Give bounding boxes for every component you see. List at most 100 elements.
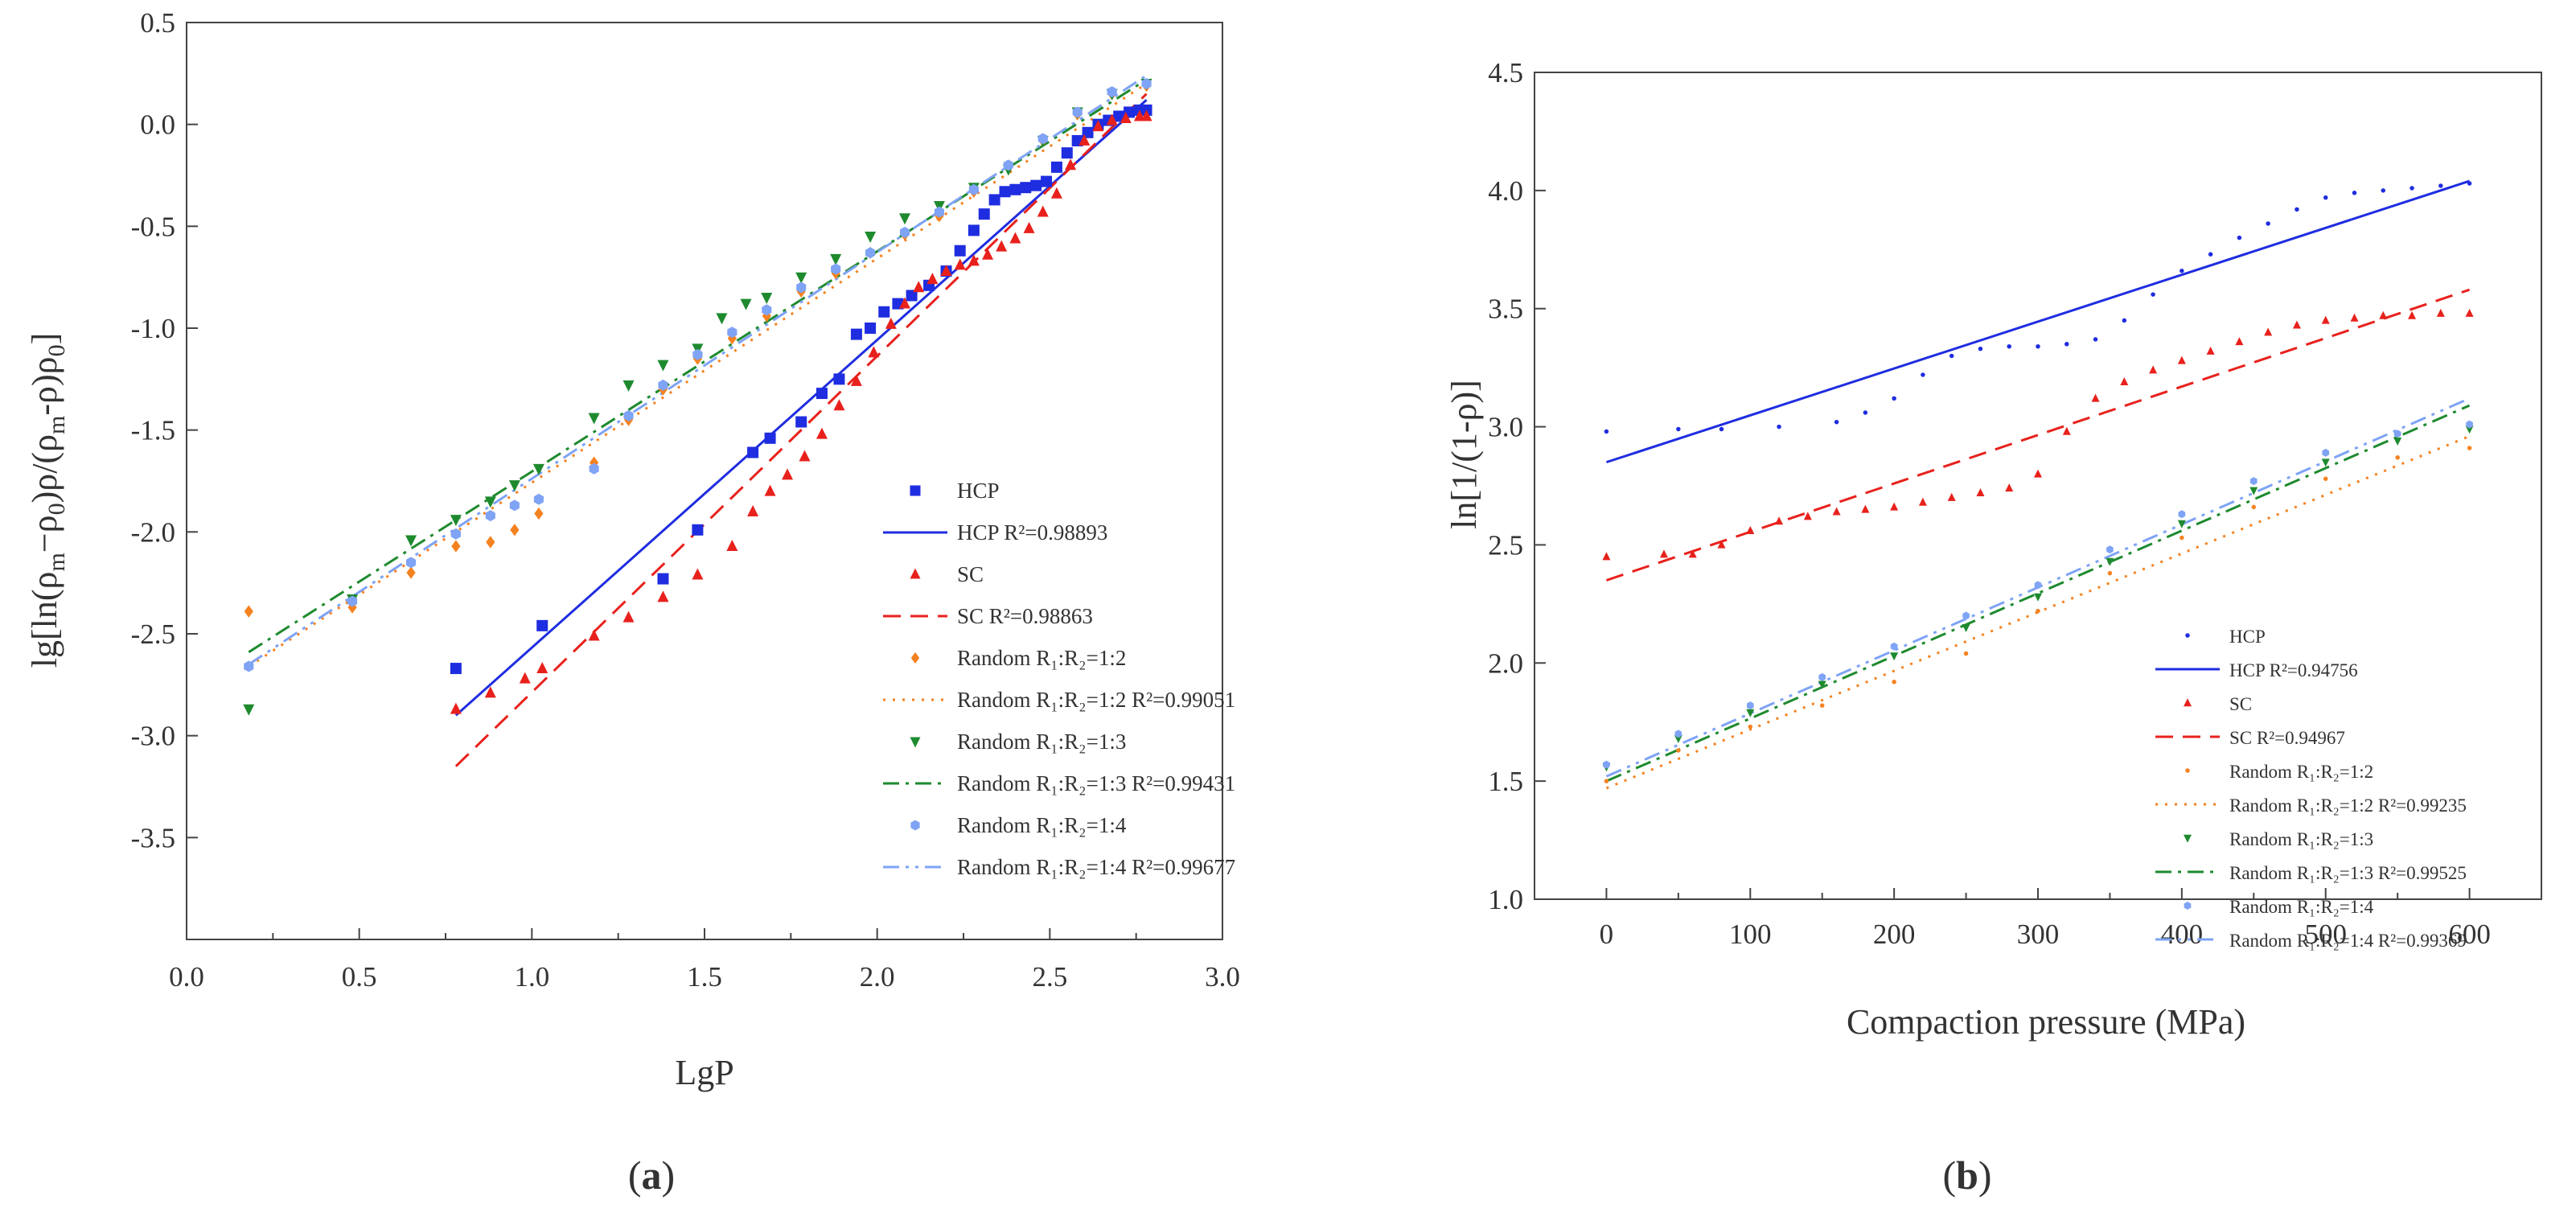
data-point	[926, 273, 939, 285]
data-point	[878, 306, 890, 318]
legend-label: Random R₁:R₂=1:4	[957, 813, 1127, 837]
y-tick-label: 2.5	[1488, 529, 1523, 561]
data-point	[2106, 557, 2114, 566]
data-point	[1819, 703, 1825, 708]
y-tick-label: 3.5	[1488, 294, 1523, 325]
chart-a-ylabel: lg[ln(ρm−ρ0)ρ/(ρm-ρ)ρ0]	[25, 333, 70, 668]
data-point	[536, 619, 548, 631]
data-point	[1963, 651, 1969, 656]
data-point	[999, 186, 1011, 198]
data-point	[2323, 476, 2328, 481]
data-point	[2237, 235, 2242, 240]
fit-line	[1605, 434, 2471, 790]
data-point	[2322, 448, 2330, 457]
y-tick-label: 1.5	[1488, 766, 1523, 797]
data-point	[1106, 113, 1118, 125]
y-tick-label: -2.5	[131, 619, 175, 650]
x-tick-label: 300	[2017, 919, 2060, 950]
data-point	[1604, 429, 1609, 434]
legend-marker	[910, 568, 921, 579]
data-point	[1037, 205, 1049, 217]
legend-label: Random R₁:R₂=1:4 R²=0.99369	[2229, 931, 2467, 951]
data-point	[865, 232, 877, 244]
data-point	[2379, 310, 2388, 319]
data-point	[658, 379, 668, 391]
data-point	[2177, 520, 2186, 528]
chart-a-legend: HCP HCP R²=0.98893 SC SC R²=0.98863 Random R…	[883, 479, 1235, 879]
data-point	[347, 595, 358, 607]
legend-label: Random R₁:R₂=1:3	[957, 730, 1126, 754]
data-point	[2352, 191, 2357, 195]
legend-marker	[910, 651, 920, 664]
data-point	[747, 504, 759, 516]
data-point	[2034, 469, 2042, 478]
data-point	[795, 416, 807, 428]
data-point	[906, 290, 918, 302]
data-point	[2266, 221, 2270, 226]
data-point	[2321, 315, 2330, 324]
y-tick-label: -3.5	[131, 822, 175, 853]
data-point	[2177, 356, 2186, 364]
data-point	[484, 496, 496, 508]
data-point	[2122, 318, 2127, 323]
plot-frame	[186, 22, 1223, 940]
legend-label: Random R₁:R₂=1:2	[2229, 762, 2373, 782]
data-point	[532, 463, 544, 475]
data-point	[1947, 492, 1956, 501]
y-tick-label: 4.0	[1488, 175, 1523, 207]
data-point	[243, 704, 255, 716]
data-point	[1078, 134, 1091, 146]
fit-line	[1605, 179, 2471, 464]
data-point	[1604, 779, 1609, 783]
data-point	[657, 360, 669, 372]
data-point	[726, 540, 738, 552]
data-point	[816, 388, 828, 400]
data-point	[968, 224, 980, 236]
x-tick-label: 100	[1729, 919, 1772, 950]
data-point	[1602, 552, 1611, 561]
chart-b-xlabel: Compaction pressure (MPa)	[1847, 1002, 2245, 1042]
data-point	[406, 566, 416, 579]
data-point	[982, 248, 994, 260]
data-point	[1603, 760, 1610, 769]
y-tick-label: -1.0	[131, 313, 175, 344]
data-point	[2465, 308, 2474, 317]
data-point	[865, 247, 876, 259]
data-point	[510, 524, 520, 536]
data-point	[588, 629, 600, 641]
data-point	[885, 317, 897, 329]
y-tick-label: -1.5	[131, 415, 175, 446]
data-point	[244, 660, 254, 672]
legend-marker	[910, 485, 921, 496]
x-tick-label: 0	[1600, 919, 1614, 950]
data-point	[2235, 337, 2244, 346]
data-point	[2106, 545, 2114, 554]
data-point	[2091, 393, 2100, 402]
x-tick-label: 3.0	[1205, 961, 1240, 993]
data-point	[831, 263, 841, 275]
data-point	[865, 323, 877, 334]
x-tick-label: 2.0	[860, 961, 895, 993]
data-point	[740, 298, 752, 310]
data-point	[2107, 570, 2113, 576]
data-point	[1107, 86, 1117, 98]
data-point	[2178, 510, 2186, 519]
data-point	[850, 328, 862, 340]
legend-label: Random R₁:R₂=1:3 R²=0.99525	[2229, 863, 2467, 883]
data-point	[1834, 419, 1839, 425]
data-point	[2321, 458, 2330, 467]
data-point	[1065, 158, 1077, 171]
data-point	[1061, 147, 1073, 159]
legend-marker	[910, 820, 920, 831]
data-point	[1777, 424, 1781, 430]
y-tick-label: 0.5	[140, 7, 175, 39]
fit-line	[454, 99, 1148, 717]
data-point	[1092, 120, 1104, 132]
data-point	[2180, 268, 2184, 273]
data-point	[1050, 187, 1062, 199]
data-point	[1775, 516, 1784, 525]
svg-text:lg[ln(ρm−ρ0)ρ/(ρm-ρ)ρ0]: lg[ln(ρm−ρ0)ρ/(ρm-ρ)ρ0]	[25, 333, 70, 668]
y-tick-label: 0.0	[140, 109, 175, 141]
chart-b-plot-area: 0 100 200 300 400 500 600 4.5 4.0 3.5 3.0 2.5 2.0 1.5…	[1488, 57, 2542, 950]
